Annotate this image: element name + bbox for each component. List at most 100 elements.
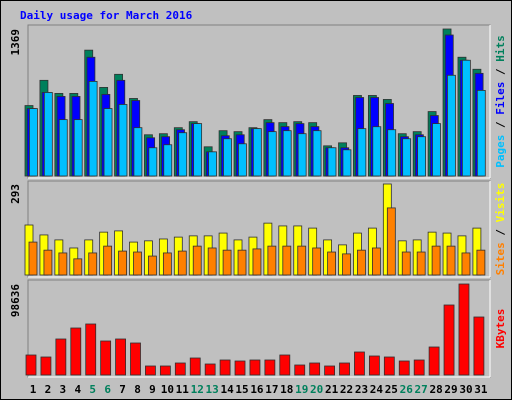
bar [282, 245, 292, 276]
bar [297, 245, 307, 276]
x-tick-label: 13 [206, 383, 219, 396]
bar [85, 323, 97, 376]
y-tick-label: 1369 [9, 29, 22, 56]
bar [237, 249, 247, 276]
bar [130, 342, 141, 376]
chart-title: Daily usage for March 2016 [20, 9, 193, 22]
legend-separator: / [494, 62, 507, 82]
bar [159, 365, 171, 376]
bar [178, 132, 188, 177]
bar [162, 252, 172, 276]
x-tick-label: 4 [74, 383, 81, 396]
x-tick-label: 1 [30, 383, 37, 396]
x-tick-label: 10 [161, 383, 174, 396]
bar [177, 250, 187, 276]
bar [252, 128, 262, 177]
bar [234, 360, 246, 376]
bar [58, 252, 68, 276]
y-tick-label: 98636 [9, 284, 22, 317]
x-tick-label: 20 [310, 383, 323, 396]
x-tick-label: 27 [415, 383, 428, 396]
bar [267, 245, 277, 276]
bar [208, 151, 217, 177]
legend: Pages / Files / Hits [494, 35, 507, 168]
x-tick-label: 25 [385, 383, 398, 396]
bar [443, 304, 455, 376]
bar [458, 283, 470, 376]
bar [416, 251, 426, 276]
bar [73, 119, 83, 177]
x-tick-label: 30 [459, 383, 472, 396]
x-tick-label: 29 [444, 383, 457, 396]
x-tick-label: 17 [265, 383, 278, 396]
bar [58, 119, 68, 177]
bar [383, 356, 395, 376]
y-tick-label: 293 [9, 184, 22, 204]
x-tick-label: 11 [176, 383, 190, 396]
bar [118, 250, 127, 276]
bar [386, 207, 396, 276]
bar [189, 357, 201, 376]
bar [133, 127, 143, 177]
bar [324, 365, 336, 376]
bar [446, 245, 456, 276]
bar [413, 359, 425, 376]
legend-entry: KBytes [494, 309, 507, 349]
x-tick-label: 31 [474, 383, 488, 396]
bar [417, 136, 426, 177]
bar [264, 359, 276, 376]
bar [192, 245, 202, 276]
x-tick-label: 26 [400, 383, 414, 396]
bar [145, 365, 156, 376]
bar [342, 253, 351, 276]
bar [312, 130, 322, 177]
bar [461, 252, 471, 276]
bar [73, 258, 83, 276]
bar [249, 359, 261, 376]
x-tick-label: 2 [45, 383, 52, 396]
bar [387, 129, 397, 177]
bar [371, 247, 381, 276]
bar [55, 338, 67, 376]
bar [103, 245, 113, 276]
bar [88, 81, 98, 177]
x-tick-label: 16 [250, 383, 264, 396]
bar [354, 351, 365, 376]
legend: Sites / Visits [494, 183, 507, 276]
bar [342, 149, 352, 177]
bar [28, 108, 38, 177]
bar [70, 327, 82, 376]
x-tick-label: 8 [134, 383, 141, 396]
bar [115, 338, 126, 376]
bar [25, 354, 37, 376]
x-tick-label: 6 [104, 383, 111, 396]
bar [476, 249, 486, 276]
x-tick-label: 28 [429, 383, 442, 396]
bar [163, 144, 173, 177]
bar [372, 126, 382, 177]
bar [204, 363, 216, 376]
legend-entry: Sites [494, 242, 507, 275]
legend-entry: Files [494, 82, 507, 115]
bar [312, 247, 322, 276]
bar [398, 360, 410, 376]
bar [223, 138, 232, 177]
bar [357, 128, 367, 177]
x-tick-label: 15 [235, 383, 248, 396]
bar [238, 143, 247, 177]
bar [174, 362, 186, 376]
x-tick-label: 3 [60, 383, 67, 396]
x-tick-label: 14 [220, 383, 234, 396]
x-tick-label: 22 [340, 383, 353, 396]
bar [40, 356, 52, 376]
bar [476, 90, 486, 177]
bar [267, 131, 277, 177]
bar [118, 104, 128, 177]
x-tick-label: 19 [295, 383, 308, 396]
x-tick-label: 7 [119, 383, 126, 396]
x-tick-label: 12 [191, 383, 204, 396]
legend-separator: / [494, 222, 507, 242]
legend: KBytes [494, 309, 507, 349]
x-tick-label: 23 [355, 383, 368, 396]
x-tick-label: 5 [89, 383, 96, 396]
